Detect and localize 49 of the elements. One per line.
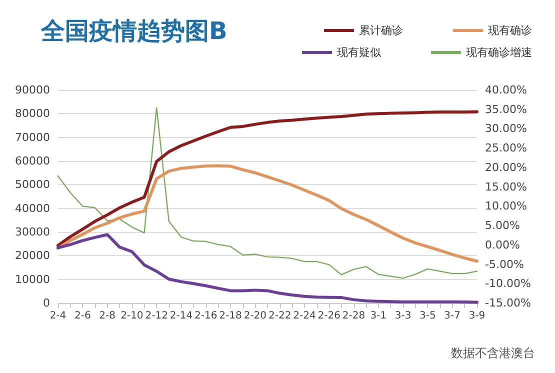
y-tick-label: 90000 [15,84,50,96]
x-tick-label: 2-10 [120,310,144,322]
y2-tick-label: 20.00% [485,160,527,174]
y2-tick-label: 40.00% [485,84,527,96]
line-series [56,164,478,263]
x-tick-label: 2-22 [268,310,292,322]
line-series [56,110,478,247]
x-tick-label: 3-3 [394,310,412,322]
y2-tick-label: 30.00% [485,122,527,136]
x-tick-label: 2-16 [194,310,218,322]
y-tick-label: 80000 [15,107,50,120]
x-tick-label: 2-28 [342,310,366,322]
x-tick-label: 3-5 [420,310,436,322]
y-tick-label: 50000 [15,178,50,192]
y-tick-label: 20000 [15,249,50,262]
x-tick-label: 2-18 [219,310,242,322]
y2-tick-label: -10.00% [485,277,531,290]
y2-tick-label: 25.00% [485,142,527,155]
line-series [57,107,478,279]
x-tick-label: 2-8 [99,310,116,322]
y-tick-label: 30000 [15,226,50,238]
y-tick-label: 0 [43,296,50,310]
x-tick-label: 2-14 [170,310,193,322]
x-tick-label: 2-6 [74,310,91,322]
x-tick-label: 3-1 [370,310,387,322]
text: 数据不含港澳台 [451,346,535,360]
y2-tick-label: 15.00% [485,180,527,194]
x-tick-label: 2-24 [293,310,316,322]
y-tick-label: 60000 [15,154,50,168]
x-tick-label: 2-26 [318,310,340,322]
x-tick-label: 2-4 [50,310,66,322]
legend-label: 现有确诊增速 [466,46,532,59]
y2-tick-label: -15.00% [485,296,531,310]
x-tick-label: 2-12 [145,310,168,322]
x-tick-label: 2-20 [244,310,267,322]
y-tick-label: 70000 [15,130,50,144]
x-tick-label: 3-7 [444,310,461,322]
legend-label: 累计确诊 [359,24,403,37]
y2-tick-label: 5.00% [485,219,520,232]
y-tick-label: 40000 [15,202,50,215]
y2-tick-label: -5.00% [485,258,524,271]
legend-label: 现有疑似 [337,46,381,59]
y2-tick-label: 0.00% [485,238,520,252]
legend-label: 现有确诊 [488,24,532,37]
y-tick-label: 10000 [15,272,50,286]
y2-tick-label: 10.00% [485,200,527,213]
chart-title: 全国疫情趋势图B [40,17,228,45]
x-tick-label: 3-9 [468,310,486,322]
y2-tick-label: 35.00% [485,102,527,116]
